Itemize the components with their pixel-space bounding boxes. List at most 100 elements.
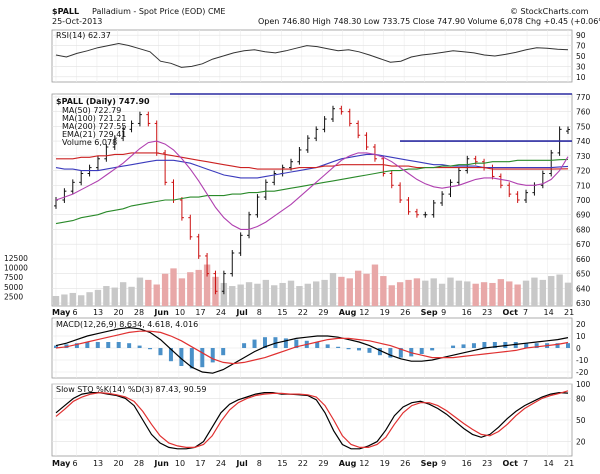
volume-bar — [103, 286, 110, 306]
macd-histogram-bar — [336, 346, 341, 348]
volume-bar — [145, 279, 152, 306]
macd-histogram-bar — [221, 348, 226, 356]
volume-bar — [279, 282, 286, 306]
price-ytick-label: 630 — [576, 299, 591, 308]
overlay-ma200 — [55, 158, 569, 225]
macd-histogram-bar — [262, 337, 267, 348]
volume-bar — [119, 282, 127, 306]
macd-histogram-bar — [388, 348, 393, 358]
rsi-ytick-label: 10 — [576, 73, 586, 82]
macd-histogram-bar — [367, 348, 372, 353]
x-tick-label: Jun — [153, 308, 169, 317]
macd-histogram-bar — [168, 348, 173, 362]
x-tick-label: 15 — [277, 308, 287, 317]
volume-bar — [111, 287, 118, 306]
x-tick-label: 24 — [216, 308, 226, 317]
x-tick-label-bottom: May — [52, 459, 71, 468]
volume-bar — [296, 286, 303, 306]
macd-line — [55, 326, 569, 374]
macd-histogram-bar — [534, 343, 539, 348]
x-tick-label-bottom: 10 — [175, 459, 185, 468]
sto-title: Slow STO %K(14) %D(3) 87.43, 90.59 — [56, 385, 206, 394]
x-tick-label: 23 — [482, 308, 492, 317]
x-tick-label: 17 — [195, 308, 205, 317]
macd-ytick-label: 10 — [576, 332, 586, 341]
price-ytick-label: 740 — [576, 137, 591, 146]
x-tick-label-bottom: 14 — [544, 459, 554, 468]
macd-histogram-bar — [346, 348, 351, 350]
macd-histogram-bar — [127, 343, 132, 348]
volume-bar — [539, 279, 547, 306]
volume-bar — [380, 276, 387, 306]
volume-bar — [69, 292, 76, 306]
sto-ytick-label: 80 — [576, 394, 586, 403]
price-ytick-label: 690 — [576, 211, 591, 220]
x-tick-label-bottom: 23 — [482, 459, 492, 468]
x-tick-label-bottom: Jun — [153, 459, 169, 468]
macd-histogram-bar — [54, 345, 58, 348]
x-tick-label: Oct — [503, 308, 519, 317]
x-tick-label-bottom: 29 — [318, 459, 328, 468]
volume-tick-label: 12500 — [4, 254, 28, 263]
x-tick-label-bottom: 24 — [216, 459, 226, 468]
volume-bar — [480, 282, 488, 306]
price-title: $PALL (Daily) 747.90 — [56, 97, 150, 106]
volume-bar — [178, 278, 186, 306]
volume-bar — [237, 284, 244, 306]
x-tick-label: 7 — [523, 308, 528, 317]
x-tick-label-bottom: 8 — [257, 459, 262, 468]
price-ytick-label: 730 — [576, 152, 591, 161]
macd-histogram-bar — [283, 338, 288, 348]
volume-bar — [472, 283, 479, 306]
x-tick-label-bottom: Oct — [503, 459, 519, 468]
volume-bar — [52, 296, 60, 306]
overlay-ma100 — [56, 152, 569, 170]
x-tick-label-bottom: 17 — [195, 459, 205, 468]
macd-histogram-bar — [137, 345, 142, 348]
volume-bar — [430, 278, 437, 306]
macd-ytick-label: -20 — [576, 368, 588, 377]
rsi-ytick-label: 30 — [576, 62, 586, 71]
sto-ytick-label: 50 — [576, 416, 586, 425]
volume-bar — [329, 272, 337, 306]
sto-ytick-label: 100 — [576, 380, 591, 389]
legend-ma200: MA(200) 727.55 — [62, 122, 126, 131]
volume-bar — [254, 283, 261, 306]
volume-bar — [287, 280, 295, 306]
sto-d-line — [55, 390, 569, 448]
macd-histogram-bar — [116, 342, 121, 348]
volume-bar — [346, 278, 353, 306]
macd-ytick-label: 20 — [576, 320, 586, 329]
x-tick-label: May — [52, 308, 71, 317]
macd-ytick-label: -10 — [576, 356, 588, 365]
macd-histogram-bar — [85, 342, 90, 348]
x-tick-label: 13 — [93, 308, 103, 317]
volume-bar — [61, 294, 68, 306]
macd-histogram-bar — [398, 348, 403, 358]
price-ytick-label: 660 — [576, 255, 591, 264]
macd-histogram-bar — [492, 342, 497, 348]
price-ytick-label: 750 — [576, 122, 591, 131]
volume-bar — [195, 269, 202, 306]
price-ytick-label: 770 — [576, 93, 591, 102]
x-tick-label-bottom: 20 — [113, 459, 123, 468]
volume-bar — [388, 285, 395, 306]
volume-bar — [522, 280, 530, 306]
volume-bar — [514, 284, 521, 306]
macd-histogram-bar — [482, 342, 487, 348]
macd-histogram-bar — [566, 343, 570, 348]
price-ytick-label: 760 — [576, 108, 591, 117]
legend-ma100: MA(100) 721.21 — [62, 114, 126, 123]
x-tick-label-bottom: 26 — [400, 459, 410, 468]
horizontal-lines — [170, 93, 572, 142]
volume-bar — [464, 281, 471, 306]
volume-bar — [161, 273, 169, 306]
volume-bar — [422, 280, 429, 306]
volume-bar — [489, 282, 496, 306]
x-tick-label: 22 — [298, 308, 308, 317]
volume-bar — [371, 264, 379, 306]
price-ytick-label: 700 — [576, 196, 591, 205]
legend-ma50: MA(50) 722.79 — [62, 106, 121, 115]
x-tick-label: Aug — [339, 308, 357, 317]
